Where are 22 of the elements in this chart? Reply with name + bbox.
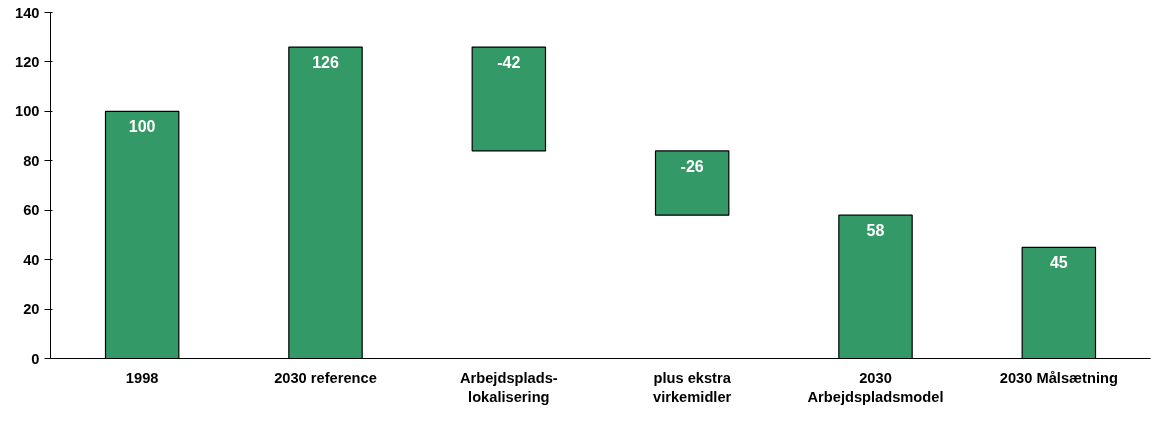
data-label: 45: [1049, 254, 1068, 272]
data-label: -42: [497, 54, 521, 72]
x-tick-label: 2030 Målsætning: [999, 369, 1118, 386]
y-tick-label: 20: [23, 301, 40, 318]
x-tick-label: plus ekstra virkemidler: [653, 369, 732, 405]
y-tick-label: 40: [23, 251, 40, 268]
data-label: -26: [680, 157, 704, 175]
y-tick-label: 0: [31, 350, 40, 367]
data-label: 58: [866, 222, 885, 240]
bar: [654, 150, 730, 216]
y-tick-label: 80: [23, 152, 40, 169]
bar: [471, 46, 547, 152]
x-tick-label: 2030 Arbejdspladsmodel: [807, 369, 944, 405]
x-tick-label: 1998: [125, 369, 159, 386]
data-label: 126: [312, 54, 339, 72]
x-tick-label: 2030 reference: [274, 369, 377, 386]
y-tick-label: 100: [15, 103, 40, 120]
y-tick-label: 120: [15, 53, 40, 70]
y-tick-label: 60: [23, 202, 40, 219]
x-tick-label: Arbejdsplads- lokalisering: [459, 369, 558, 405]
data-label: 100: [128, 118, 156, 136]
y-tick-label: 140: [15, 4, 40, 21]
